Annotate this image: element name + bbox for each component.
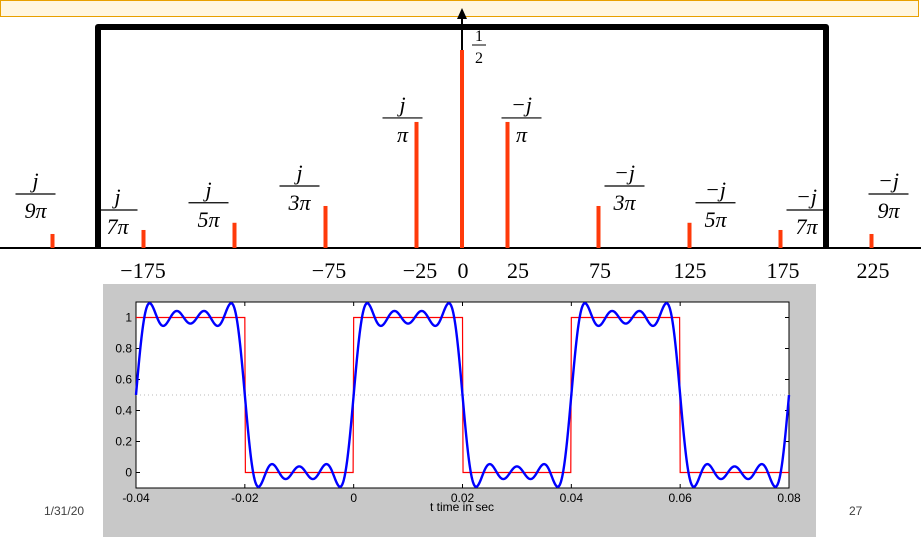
spectral-line <box>778 229 783 248</box>
y-tick-label: 0.6 <box>115 373 132 387</box>
frequency-tick-label: 125 <box>674 258 707 283</box>
spectral-line <box>869 233 874 248</box>
label-denominator: 7π <box>106 214 129 239</box>
label-numerator: j <box>29 168 38 193</box>
label-numerator: −j <box>511 92 532 117</box>
line-coefficient-label: j 3π <box>279 160 320 215</box>
spectral-line <box>232 222 237 248</box>
dc-label: 1 2 <box>472 28 486 67</box>
line-coefficient-label: −j 3π <box>604 160 645 215</box>
x-tick-label: 0.02 <box>451 491 475 505</box>
spectral-line <box>505 121 510 248</box>
x-axis-label: t time in sec <box>430 500 494 514</box>
label-numerator: j <box>396 92 405 117</box>
frequency-tick-label: 0 <box>458 258 469 283</box>
x-tick-label: 0 <box>350 491 357 505</box>
spectral-line <box>50 233 55 248</box>
label-denominator: π <box>516 122 528 147</box>
dc-label-numerator: 1 <box>475 28 483 45</box>
spectral-line <box>687 222 692 248</box>
spectral-line <box>414 121 419 248</box>
fourier-approximation-series <box>134 301 791 489</box>
label-denominator: 5π <box>197 207 220 232</box>
x-tick-label: 0.04 <box>560 491 584 505</box>
y-tick-label: 0.8 <box>115 342 132 356</box>
frequency-tick-label: 225 <box>857 258 890 283</box>
x-tick-label: -0.02 <box>231 491 259 505</box>
label-denominator: 3π <box>287 190 311 215</box>
label-numerator: j <box>293 160 302 185</box>
line-coefficient-label: j 5π <box>188 177 229 232</box>
frequency-tick-label: −75 <box>312 258 346 283</box>
dc-label-denominator: 2 <box>475 50 483 67</box>
line-coefficient-label: −j 7π <box>786 184 827 239</box>
frequency-tick-label: 75 <box>589 258 611 283</box>
label-denominator: 5π <box>704 207 727 232</box>
spectral-line <box>323 205 328 248</box>
line-coefficient-label: −j 9π <box>868 168 909 223</box>
square-wave-series <box>136 316 789 474</box>
spectrum-lines <box>50 50 874 248</box>
label-numerator: −j <box>878 168 899 193</box>
line-coefficient-label: j 7π <box>97 184 138 239</box>
line-coefficient-label: −j 5π <box>695 177 736 232</box>
line-coefficient-label: jπ <box>382 92 423 147</box>
y-tick-label: 0.2 <box>115 435 132 449</box>
vertical-axis-arrow <box>457 8 467 19</box>
time-domain-plot: 0 0.2 0.4 0.6 0.8 1 -0.04 -0.02 0 0.02 0.04 0.06 0.… <box>115 301 801 514</box>
label-numerator: j <box>111 184 120 209</box>
label-numerator: −j <box>796 184 817 209</box>
x-tick-label: -0.04 <box>122 491 150 505</box>
time-domain-plot-panel: 0 0.2 0.4 0.6 0.8 1 -0.04 -0.02 0 0.02 0.04 0.06 0.… <box>103 284 816 537</box>
footer-page-number: 27 <box>849 504 863 518</box>
label-denominator: 3π <box>612 190 636 215</box>
y-axis-ticks: 0 0.2 0.4 0.6 0.8 1 <box>115 311 789 480</box>
frequency-tick-label: −25 <box>403 258 437 283</box>
x-tick-label: 0.08 <box>777 491 801 505</box>
line-coefficient-label: −j π <box>501 92 542 147</box>
label-denominator: 9π <box>24 198 47 223</box>
label-denominator: 7π <box>795 214 818 239</box>
frequency-tick-label: −175 <box>120 258 165 283</box>
y-tick-label: 1 <box>125 311 132 325</box>
label-numerator: −j <box>705 177 726 202</box>
line-coefficient-label: j 9π <box>15 168 56 223</box>
spectral-line <box>460 50 464 248</box>
label-denominator: 9π <box>877 198 900 223</box>
frequency-tick-labels: −175 −75 −25 0 25 75 125 175 225 <box>120 258 889 283</box>
y-tick-label: 0 <box>125 466 132 480</box>
frequency-tick-label: 25 <box>507 258 529 283</box>
frequency-tick-label: 175 <box>767 258 800 283</box>
label-numerator: j <box>202 177 211 202</box>
y-tick-label: 0.4 <box>115 404 132 418</box>
footer-date: 1/31/20 <box>44 504 85 518</box>
x-axis-ticks: -0.04 -0.02 0 0.02 0.04 0.06 0.08 <box>122 302 801 505</box>
spectral-line <box>596 205 601 248</box>
label-denominator: π <box>397 122 409 147</box>
spectral-line <box>141 229 146 248</box>
x-tick-label: 0.06 <box>668 491 692 505</box>
label-numerator: −j <box>614 160 635 185</box>
